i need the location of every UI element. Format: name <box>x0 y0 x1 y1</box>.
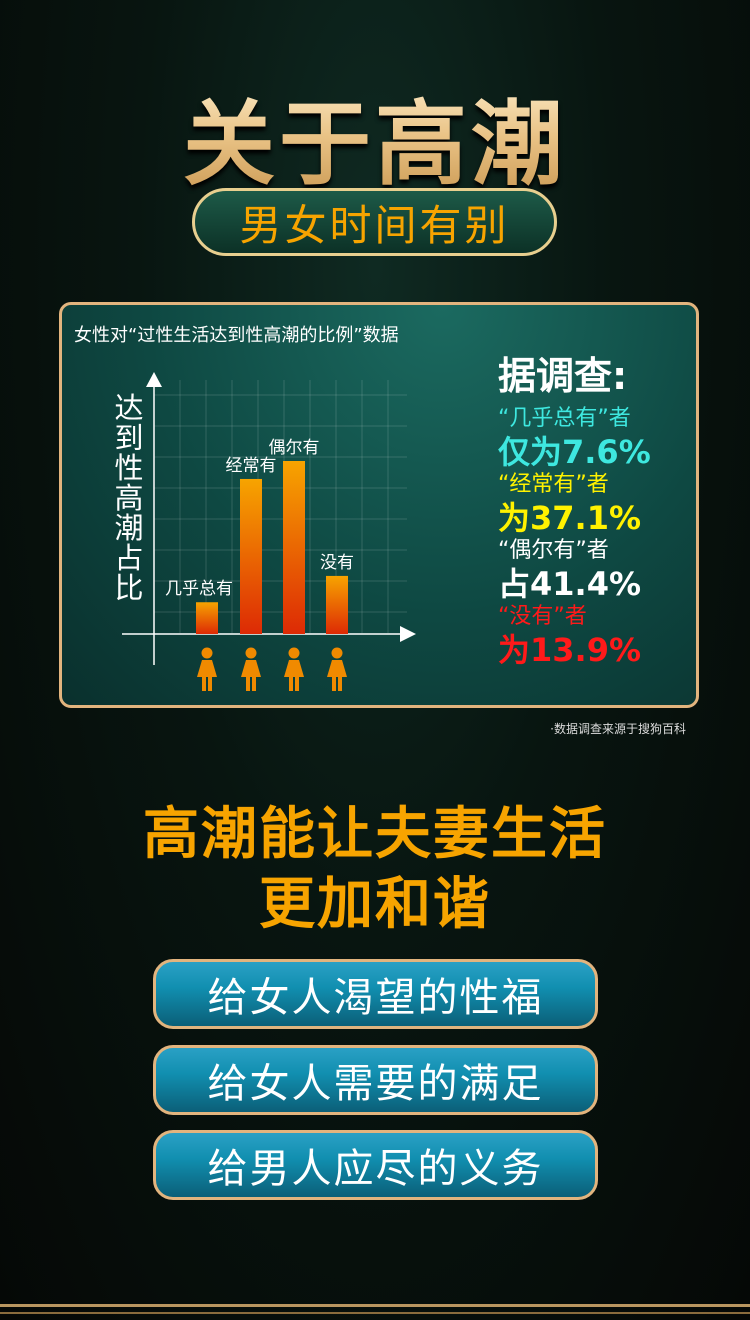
benefit-button-3[interactable]: 给男人应尽的义务 <box>153 1130 598 1200</box>
slogan-line-2: 更加和谐 <box>259 872 491 937</box>
source-note: ·数据调查来源于搜狗百科 <box>550 722 686 736</box>
bar-label: 几乎总有 <box>165 579 233 599</box>
survey-panel: 几乎总有 经常有 偶尔有没有 女性对“过性生活达到性高潮的比例”数据 达到性高潮占比… <box>59 302 699 708</box>
woman-icon <box>284 647 304 691</box>
divider <box>0 1304 750 1307</box>
finding-value: 仅为7.6% <box>498 433 651 471</box>
finding-value: 为13.9% <box>498 631 642 669</box>
findings-heading: 据调查: <box>498 354 628 398</box>
slogan: 高潮能让夫妻生活 更加和谐 <box>0 800 750 940</box>
benefit-button-2[interactable]: 给女人需要的满足 <box>153 1045 598 1115</box>
finding-label: “偶尔有”者 <box>498 538 609 563</box>
x-axis-arrow <box>400 626 416 642</box>
bar <box>196 602 218 634</box>
woman-icon <box>327 647 347 691</box>
benefit-button-1[interactable]: 给女人渴望的性福 <box>153 959 598 1029</box>
y-axis-arrow <box>146 372 162 387</box>
subtitle-badge: 男女时间有别 <box>192 188 557 256</box>
bar <box>283 461 305 634</box>
panel-title: 女性对“过性生活达到性高潮的比例”数据 <box>74 325 399 346</box>
bar <box>240 478 262 634</box>
bar-label: 没有 <box>320 553 354 573</box>
finding-label: “经常有”者 <box>498 472 609 497</box>
bar-label: 偶尔有 <box>269 438 320 458</box>
divider <box>0 1312 750 1314</box>
bar <box>326 575 348 634</box>
findings: 据调查: “几乎总有”者 仅为7.6% “经常有”者 为37.1% “偶尔有”者 占41.… <box>498 345 698 670</box>
page-title: 关于高潮 <box>0 70 750 203</box>
y-axis-label: 达到性高潮占比 <box>114 391 144 605</box>
finding-label: “几乎总有”者 <box>498 406 631 431</box>
woman-icon <box>197 647 217 691</box>
finding-value: 占41.4% <box>498 565 642 603</box>
bar-label: 经常有 <box>226 456 277 476</box>
woman-icon <box>241 647 261 691</box>
finding-value: 为37.1% <box>498 499 642 537</box>
slogan-line-1: 高潮能让夫妻生活 <box>143 802 607 867</box>
finding-label: “没有”者 <box>498 604 587 629</box>
